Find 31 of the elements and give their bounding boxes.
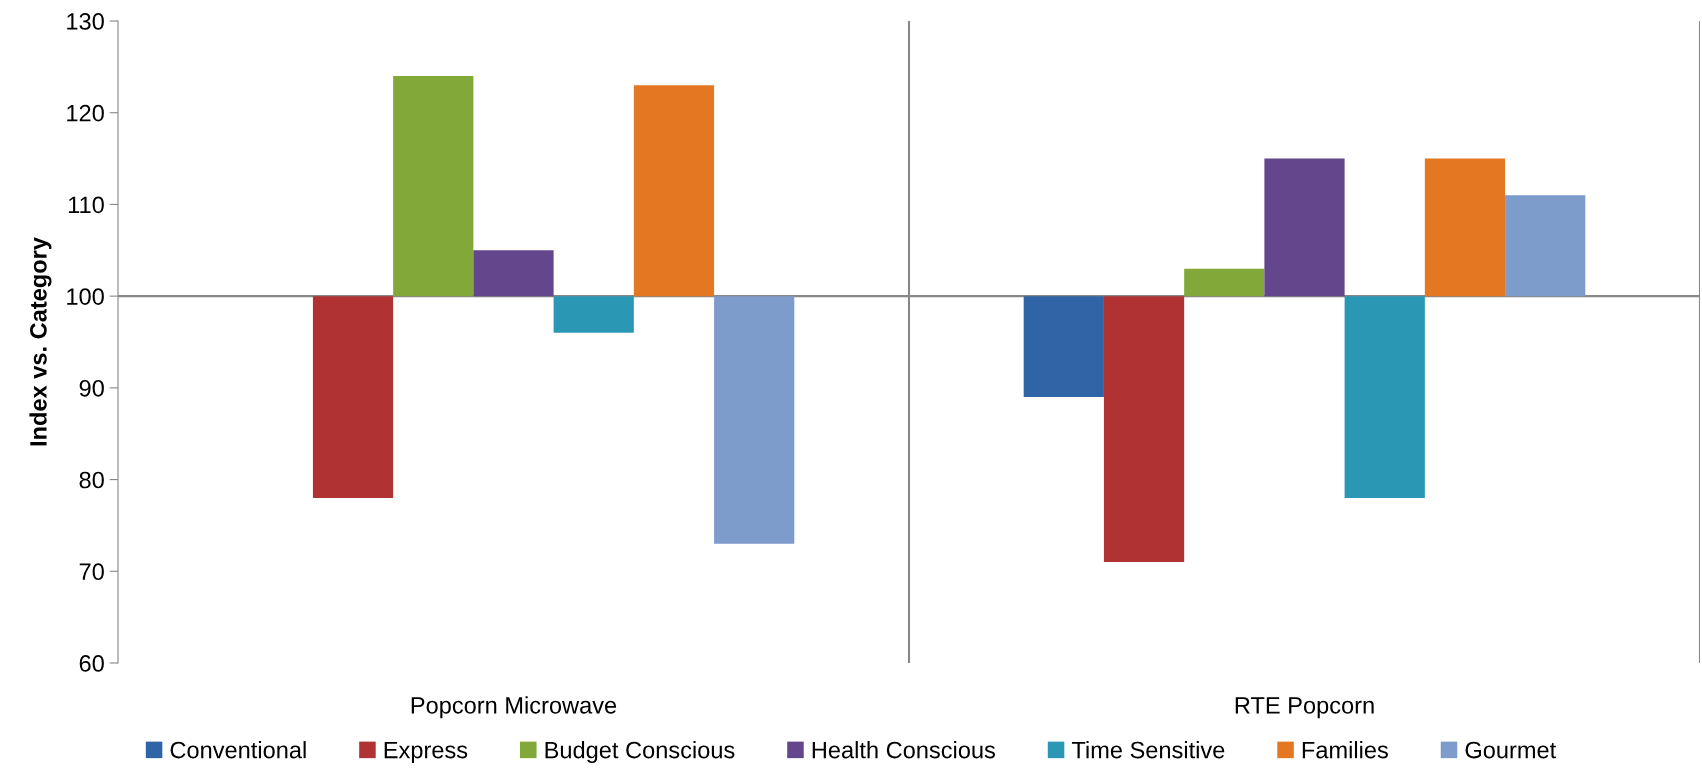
x-tick-label: Popcorn Microwave [411,696,617,719]
bar [1184,268,1265,297]
bar [1264,158,1345,297]
legend-label: Health Conscious [812,741,996,759]
bar [714,296,795,544]
bar [1103,296,1185,563]
y-axis-title: Index vs. Category [29,237,52,446]
y-tick-label: 110 [68,196,104,214]
legend-label: Gourmet [1465,741,1557,759]
legend-label: Budget Conscious [545,741,735,764]
x-tick-label: RTE Popcorn [1235,697,1374,719]
bar [1023,296,1104,398]
bar [1344,296,1425,498]
bar [312,296,394,498]
legend-label: Time Sensitive [1071,741,1225,759]
bar [473,250,554,297]
y-tick-label: 130 [67,13,104,30]
y-tick-label: 80 [79,471,104,489]
bar [1424,158,1506,297]
legend-label: Families [1302,741,1388,759]
bar [1505,195,1586,297]
legend-label: Express [384,741,468,764]
legend-label: Conventional [170,741,306,759]
bar [393,76,474,297]
y-tick-label: 90 [79,379,104,397]
y-tick-label: 70 [79,563,104,581]
y-tick-label: 60 [79,655,104,672]
y-tick-label: 120 [67,104,104,122]
y-tick-label: 100 [67,288,104,305]
bar [553,296,634,333]
bar [633,85,715,297]
